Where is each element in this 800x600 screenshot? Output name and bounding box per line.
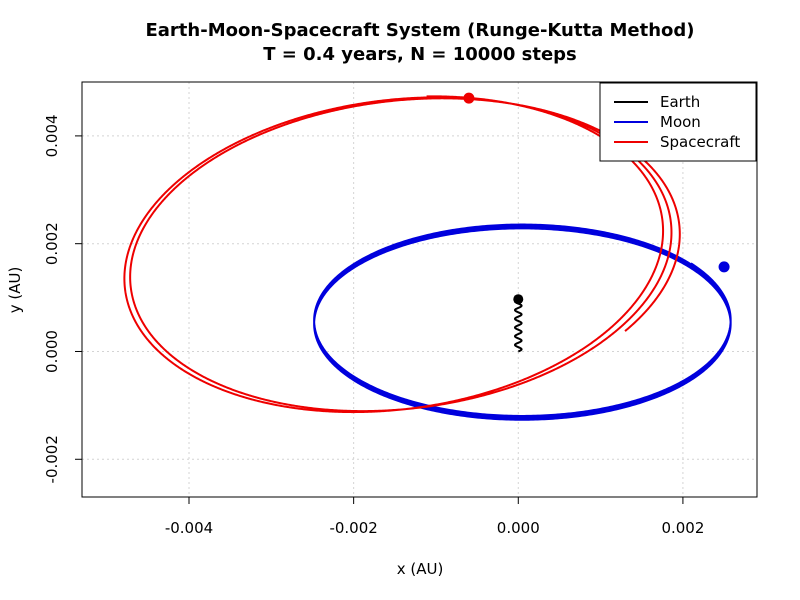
grid-lines bbox=[82, 82, 757, 497]
spacecraft-final-position bbox=[463, 92, 475, 104]
y-axis-label: y (AU) bbox=[6, 267, 24, 314]
legend: Earth Moon Spacecraft bbox=[599, 82, 757, 162]
earth-final-position bbox=[513, 294, 524, 305]
x-axis-label: x (AU) bbox=[397, 560, 444, 578]
series-layer bbox=[123, 92, 732, 421]
y-tick-label-3: 0.004 bbox=[43, 114, 61, 157]
x-tick-label-1: -0.002 bbox=[329, 519, 377, 537]
spacecraft-trajectory bbox=[123, 95, 681, 414]
x-tick-label-2: 0.000 bbox=[497, 519, 540, 537]
y-tick-label-2: 0.002 bbox=[43, 222, 61, 265]
legend-label-spacecraft: Spacecraft bbox=[660, 133, 740, 151]
chart-subtitle: T = 0.4 years, N = 10000 steps bbox=[263, 44, 577, 65]
moon-final-position bbox=[718, 261, 730, 273]
legend-label-moon: Moon bbox=[660, 113, 701, 131]
earth-trajectory bbox=[513, 298, 523, 353]
legend-label-earth: Earth bbox=[660, 93, 700, 111]
moon-trajectory bbox=[313, 223, 732, 421]
y-axis: -0.002 0.000 0.002 0.004 bbox=[43, 114, 83, 483]
x-tick-label-0: -0.004 bbox=[165, 519, 213, 537]
y-tick-label-0: -0.002 bbox=[43, 435, 61, 483]
y-tick-label-1: 0.000 bbox=[43, 330, 61, 373]
x-axis: -0.004 -0.002 0.000 0.002 bbox=[165, 496, 704, 537]
chart-title: Earth-Moon-Spacecraft System (Runge-Kutt… bbox=[145, 20, 694, 41]
x-tick-label-3: 0.002 bbox=[661, 519, 704, 537]
